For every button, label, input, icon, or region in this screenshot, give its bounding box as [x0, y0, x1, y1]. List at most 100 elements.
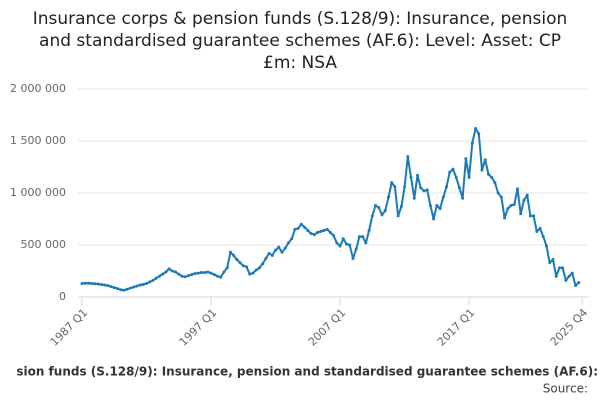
data-point [335, 241, 339, 245]
data-point [490, 175, 494, 179]
data-point [148, 280, 152, 284]
data-point [454, 175, 458, 179]
data-point [577, 280, 581, 284]
data-point [190, 273, 194, 277]
data-point [86, 281, 90, 285]
data-point [215, 274, 219, 278]
data-point [525, 193, 529, 197]
data-point [312, 233, 316, 237]
data-point [283, 246, 287, 250]
data-point [509, 203, 513, 207]
data-point [154, 276, 158, 280]
data-point [315, 231, 319, 235]
data-point [296, 226, 300, 230]
data-point [222, 270, 226, 274]
data-point [354, 247, 358, 251]
data-point [370, 214, 374, 218]
data-point [319, 229, 323, 233]
data-point [232, 253, 236, 257]
data-point [332, 234, 336, 238]
data-point [386, 195, 390, 199]
data-point [474, 127, 478, 131]
data-point [461, 196, 465, 200]
data-point [483, 158, 487, 162]
data-point [119, 288, 123, 292]
y-tick-label: 2 000 000 [10, 82, 66, 95]
data-point [138, 283, 142, 287]
x-tick-label: 2017 Q1 [435, 306, 478, 349]
data-point [241, 264, 245, 268]
data-point [519, 212, 523, 216]
data-point [390, 181, 394, 185]
data-point [380, 213, 384, 217]
data-point [177, 272, 181, 276]
data-point [548, 261, 552, 265]
data-point [125, 287, 129, 291]
data-point [212, 273, 216, 277]
data-point [164, 270, 168, 274]
data-point [570, 271, 574, 275]
data-point [467, 175, 471, 179]
data-point [248, 272, 252, 276]
source: Source: [543, 382, 588, 396]
data-point [280, 250, 284, 254]
data-point [225, 266, 229, 270]
data-point [477, 132, 481, 136]
data-point [196, 271, 200, 275]
data-point [141, 283, 145, 287]
data-point [80, 281, 84, 285]
data-point [415, 173, 419, 177]
data-point [545, 244, 549, 248]
data-point [325, 227, 329, 231]
data-point [338, 244, 342, 248]
y-tick-label: 500 000 [21, 238, 67, 251]
data-point [303, 225, 307, 229]
data-point [290, 237, 294, 241]
data-point [470, 141, 474, 145]
data-point [170, 269, 174, 273]
chart-title: Insurance corps & pension funds (S.128/9… [32, 9, 568, 73]
data-point [441, 195, 445, 199]
data-point [364, 241, 368, 245]
data-point [135, 284, 139, 288]
data-point [103, 283, 107, 287]
data-point [432, 217, 436, 221]
data-point [238, 261, 242, 265]
data-point [306, 228, 310, 232]
data-point [186, 274, 190, 278]
data-point [406, 155, 410, 159]
data-point [348, 243, 352, 247]
data-point [245, 265, 249, 269]
x-tick-label: 1987 Q1 [48, 306, 91, 349]
data-point [445, 185, 449, 189]
data-point [115, 287, 119, 291]
data-point [361, 235, 365, 239]
data-point [351, 257, 355, 261]
data-point [564, 278, 568, 282]
data-point [219, 275, 223, 279]
data-point [367, 228, 371, 232]
x-tick-label: 2007 Q1 [306, 306, 349, 349]
data-point [541, 235, 545, 239]
data-point [374, 203, 378, 207]
data-point [90, 281, 94, 285]
data-point [145, 281, 149, 285]
data-point [157, 274, 161, 278]
data-point [180, 274, 184, 278]
data-point [199, 271, 203, 275]
data-point [151, 278, 155, 282]
data-point [277, 245, 281, 249]
data-point [503, 216, 507, 220]
data-point [496, 191, 500, 195]
data-point [403, 185, 407, 189]
x-tick-label: 2025 Q4 [548, 306, 591, 349]
data-point [254, 268, 258, 272]
data-point [457, 186, 461, 190]
data-point [299, 222, 303, 226]
footer-title: sion funds (S.128/9): Insurance, pension… [16, 365, 598, 379]
data-point [377, 206, 381, 210]
y-tick-label: 1 000 000 [10, 186, 66, 199]
data-point [251, 271, 255, 275]
data-point [499, 195, 503, 199]
